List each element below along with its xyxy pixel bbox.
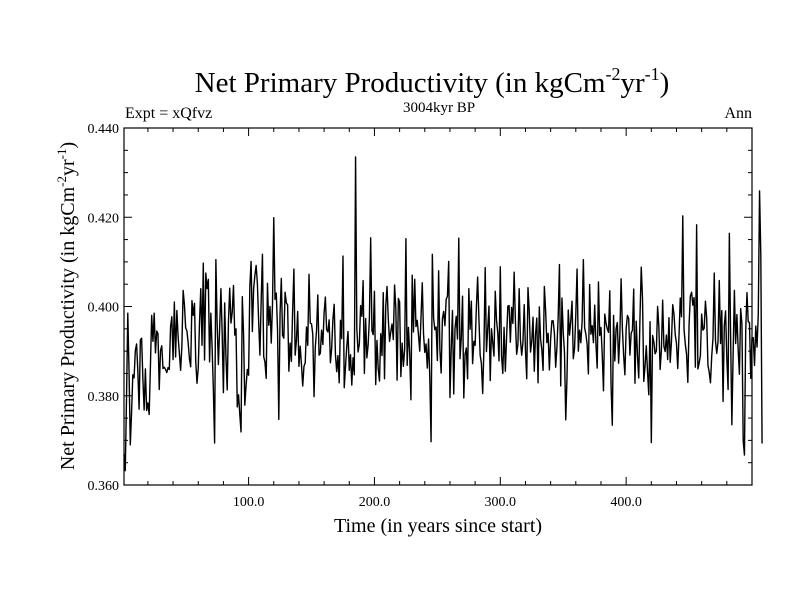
y-tick-label: 0.400 — [88, 301, 120, 316]
y-tick-label: 0.360 — [88, 479, 120, 494]
x-tick-label: 300.0 — [485, 495, 517, 510]
y-axis-label-main: Net Primary Productivity (in kgCm — [57, 186, 79, 470]
chart-title-mid: yr — [620, 67, 645, 99]
y-axis-label-sup2: -1 — [54, 149, 69, 160]
x-tick-label: 400.0 — [610, 495, 642, 510]
x-tick-label: 100.0 — [233, 495, 265, 510]
y-tick-label: 0.440 — [88, 122, 120, 137]
x-axis-ticks: 100.0 200.0 300.0 400.0 — [147, 128, 753, 510]
y-tick-label: 0.420 — [88, 211, 120, 226]
y-axis-label-sup1: -2 — [54, 176, 69, 187]
chart-subtitle: 3004kyr BP — [403, 100, 475, 116]
x-axis-label: Time (in years since start) — [334, 515, 542, 537]
expt-label: Expt = xQfvz — [125, 105, 212, 122]
y-axis-ticks: 0.360 0.380 0.400 0.420 0.440 — [88, 122, 752, 494]
x-tick-label: 200.0 — [359, 495, 391, 510]
y-axis-label: Net Primary Productivity (in kgCm-2yr-1) — [54, 142, 79, 470]
chart-title-end: ) — [660, 67, 670, 99]
chart-title-sup2: -1 — [645, 64, 660, 84]
y-axis-label-end: ) — [57, 142, 79, 149]
y-tick-label: 0.380 — [88, 390, 120, 405]
chart-title-main: Net Primary Productivity (in kgCm — [195, 67, 606, 99]
season-label: Ann — [724, 105, 752, 122]
chart-title-sup1: -2 — [605, 64, 620, 84]
y-axis-label-mid: yr — [57, 159, 79, 176]
chart-title: Net Primary Productivity (in kgCm-2yr-1) — [195, 64, 670, 99]
npp-series-line — [123, 156, 763, 472]
